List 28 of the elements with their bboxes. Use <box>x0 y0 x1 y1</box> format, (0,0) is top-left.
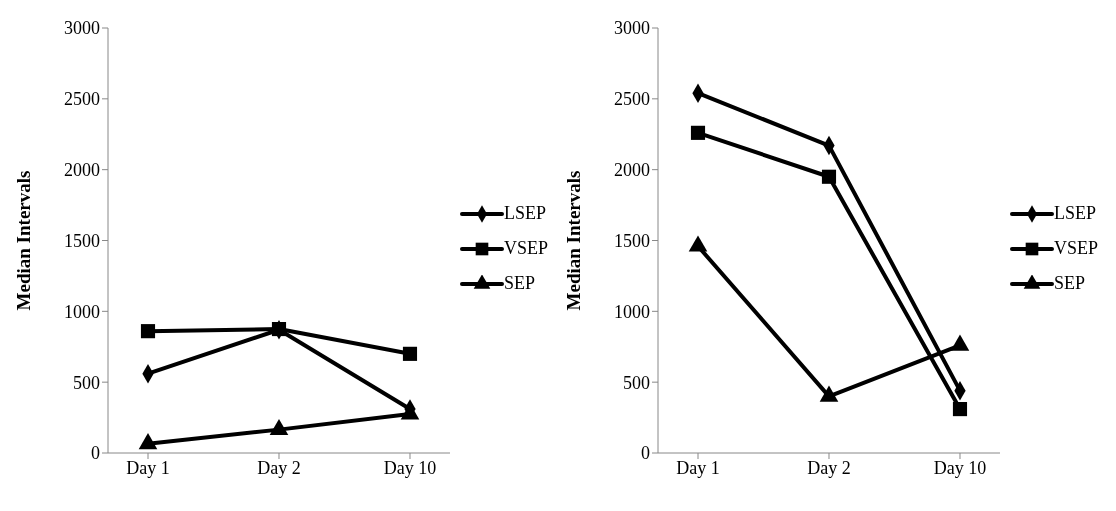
y-axis-title: Median Intervals <box>12 170 34 311</box>
legend-label: LSEP <box>503 203 546 224</box>
y-tick-label: 2500 <box>64 89 100 110</box>
y-tick-label: 2000 <box>64 160 100 181</box>
y-axis-title: Median Intervals <box>562 170 584 311</box>
x-tick-label: Day 10 <box>933 457 987 478</box>
y-tick-label: 1000 <box>64 301 100 322</box>
y-tick-label: 1000 <box>614 301 650 322</box>
legend-label: VSEP <box>503 238 548 259</box>
y-tick-label: 1500 <box>64 230 100 251</box>
legend-label: LSEP <box>1053 203 1096 224</box>
y-tick-label: 2500 <box>614 89 650 110</box>
y-tick-label: 500 <box>623 372 650 393</box>
y-tick-label: 0 <box>641 443 650 464</box>
y-tick-label: 3000 <box>64 18 100 39</box>
y-tick-label: 1500 <box>614 230 650 251</box>
x-tick-label: Day 2 <box>807 457 851 478</box>
x-tick-label: Day 10 <box>383 457 437 478</box>
x-tick-label: Day 2 <box>257 457 301 478</box>
y-tick-label: 500 <box>73 372 100 393</box>
legend-label: VSEP <box>1053 238 1098 259</box>
x-tick-label: Day 1 <box>676 457 720 478</box>
y-tick-label: 0 <box>91 443 100 464</box>
legend-label: SEP <box>503 273 536 294</box>
x-tick-label: Day 1 <box>126 457 170 478</box>
y-tick-label: 2000 <box>614 160 650 181</box>
y-tick-label: 3000 <box>614 18 650 39</box>
legend-label: SEP <box>1053 273 1086 294</box>
